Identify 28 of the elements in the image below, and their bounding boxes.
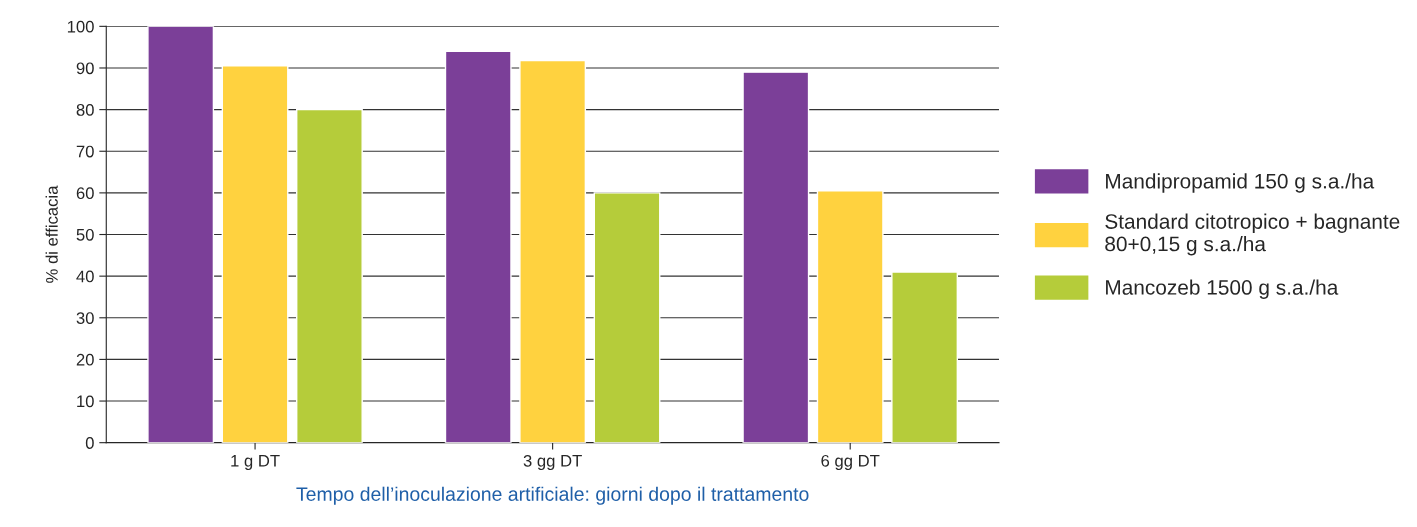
- y-tick-label: 0: [85, 437, 94, 449]
- bar: [742, 71, 810, 443]
- bar: [221, 65, 289, 443]
- x-tick-label: 3 gg DT: [523, 454, 582, 471]
- bar: [816, 190, 884, 443]
- y-tick-label: 30: [76, 312, 94, 324]
- y-tick-label: 80: [76, 104, 94, 116]
- bar: [519, 59, 587, 443]
- bar: [147, 26, 215, 443]
- y-tick-label: 60: [76, 187, 94, 200]
- y-tick-label: 90: [76, 62, 94, 75]
- y-tick-label: 100: [67, 20, 94, 33]
- legend-label: Mandipropamid 150 g s.a./ha: [1106, 173, 1375, 193]
- bar: [593, 192, 661, 443]
- bar: [296, 108, 363, 443]
- legend-label: Mancozeb 1500 g s.a./ha: [1106, 279, 1339, 299]
- x-axis-title: Tempo dell’inoculazione artificiale: giorni dopo il trattamento: [296, 486, 809, 505]
- y-tick-label: 20: [76, 353, 94, 366]
- x-tick-label: 1 g DT: [231, 455, 280, 471]
- y-tick-label: 70: [76, 145, 94, 158]
- y-tick-label: 10: [77, 395, 94, 408]
- y-axis-title: % di efficacia: [45, 185, 58, 283]
- bar: [891, 271, 959, 443]
- y-tick-label: 40: [76, 270, 94, 283]
- bar: [444, 50, 512, 443]
- y-tick-label: 50: [76, 228, 94, 241]
- x-tick-label: 6 gg DT: [821, 454, 880, 471]
- legend-label: Standard citotropico + bagnante 80+0,15 g s.a./ha: [1105, 213, 1400, 256]
